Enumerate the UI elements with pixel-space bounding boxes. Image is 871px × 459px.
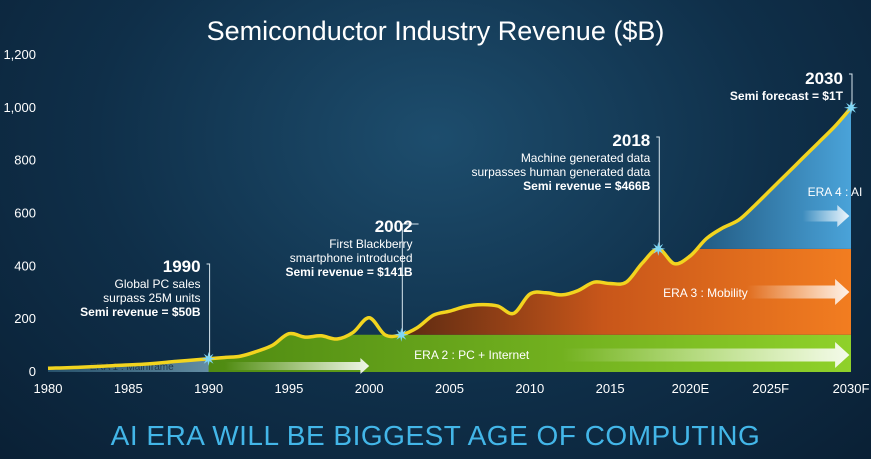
y-tick-label: 1,200 bbox=[3, 47, 36, 62]
x-tick-label: 2000 bbox=[355, 381, 384, 396]
star-marker bbox=[201, 351, 216, 366]
era-labels: ERA 1 : Mainframe ERA 2 : PC + Internet ER… bbox=[90, 185, 863, 373]
era-2-label: ERA 2 : PC + Internet bbox=[414, 348, 530, 362]
y-tick-label: 200 bbox=[14, 311, 36, 326]
annotation-text: smartphone introduced bbox=[290, 251, 413, 265]
x-tick-label: 1990 bbox=[194, 381, 223, 396]
annotation-text: Global PC sales bbox=[115, 277, 201, 291]
star-marker bbox=[394, 327, 409, 342]
star-marker bbox=[844, 100, 858, 115]
x-tick-label: 2005 bbox=[435, 381, 464, 396]
annotation-text: Machine generated data bbox=[521, 151, 651, 165]
era-4-label: ERA 4 : AI bbox=[808, 185, 863, 199]
era-2-arrow bbox=[561, 342, 850, 368]
annotation-text: surpasses human generated data bbox=[471, 165, 650, 179]
x-tick-label: 1995 bbox=[274, 381, 303, 396]
era-4-arrow bbox=[802, 205, 850, 227]
annotation-text: surpass 25M units bbox=[103, 291, 200, 305]
tagline: AI ERA WILL BE BIGGEST AGE OF COMPUTING bbox=[110, 420, 761, 451]
x-tick-label: 2015 bbox=[596, 381, 625, 396]
x-tick-label: 1985 bbox=[114, 381, 143, 396]
y-tick-label: 1,000 bbox=[3, 100, 36, 115]
x-tick-label: 2010 bbox=[515, 381, 544, 396]
era-3-label: ERA 3 : Mobility bbox=[663, 286, 748, 300]
era-1-label: ERA 1 : Mainframe bbox=[90, 362, 174, 373]
annotation-value: Semi revenue = $466B bbox=[523, 179, 650, 193]
era-3-arrow bbox=[746, 279, 850, 305]
annotation-leader bbox=[401, 223, 419, 335]
y-tick-label: 0 bbox=[29, 364, 36, 379]
annotation-year: 2018 bbox=[612, 131, 650, 150]
axes: 0 200 400 600 800 1,000 1,200 1980 1985 1990 1995 2… bbox=[3, 47, 869, 396]
star-marker bbox=[651, 241, 666, 256]
x-tick-label: 2025F bbox=[752, 381, 789, 396]
era-1-arrow bbox=[224, 358, 370, 374]
annotation-text: First Blackberry bbox=[329, 237, 412, 251]
chart-title: Semiconductor Industry Revenue ($B) bbox=[206, 16, 665, 46]
y-tick-label: 800 bbox=[14, 153, 36, 168]
annotation-year: 2002 bbox=[375, 217, 413, 236]
x-tick-label: 2020E bbox=[672, 381, 710, 396]
annotation-value: Semi revenue = $50B bbox=[80, 305, 201, 319]
y-tick-label: 400 bbox=[14, 258, 36, 273]
era-arrows bbox=[224, 205, 850, 374]
annotation-year: 1990 bbox=[163, 257, 201, 276]
y-tick-label: 600 bbox=[14, 206, 36, 221]
x-tick-label: 2030F bbox=[833, 381, 870, 396]
revenue-line bbox=[47, 106, 853, 371]
annotation-year: 2030 bbox=[805, 69, 843, 88]
annotation-leader bbox=[848, 73, 853, 108]
x-tick-label: 1980 bbox=[34, 381, 63, 396]
annotation-value: Semi revenue = $141B bbox=[285, 265, 412, 279]
annotation-leader bbox=[656, 136, 660, 249]
annotation-leader bbox=[206, 263, 211, 359]
annotation-value: Semi forecast = $1T bbox=[730, 89, 844, 103]
